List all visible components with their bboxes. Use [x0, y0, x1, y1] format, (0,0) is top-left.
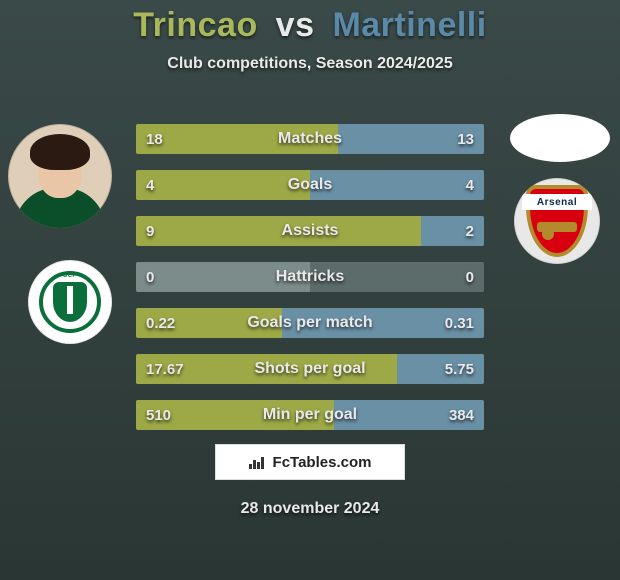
stat-value-left: 9 [136, 216, 164, 246]
brand-text: FcTables.com [273, 454, 372, 471]
stat-value-right: 13 [447, 124, 484, 154]
title-vs: vs [276, 6, 315, 44]
stat-value-right: 0 [456, 262, 484, 292]
player1-club-crest: SCP [28, 260, 112, 344]
player2-club-crest: Arsenal [514, 178, 600, 264]
brand-chart-icon [249, 455, 267, 469]
stats-container: Matches1813Goals44Assists92Hattricks00Go… [136, 124, 484, 446]
stat-row: Min per goal510384 [136, 400, 484, 430]
player1-club-code: SCP [63, 273, 77, 279]
stat-row: Goals44 [136, 170, 484, 200]
stat-value-right: 2 [456, 216, 484, 246]
stat-row: Matches1813 [136, 124, 484, 154]
stat-value-left: 0.22 [136, 308, 185, 338]
player2-club-label: Arsenal [522, 194, 592, 210]
stat-value-right: 4 [456, 170, 484, 200]
stat-row: Goals per match0.220.31 [136, 308, 484, 338]
stat-row: Assists92 [136, 216, 484, 246]
comparison-title: Trincao vs Martinelli [0, 6, 620, 45]
player2-avatar [510, 114, 610, 162]
stat-value-left: 4 [136, 170, 164, 200]
stat-bar-left [136, 216, 421, 246]
stat-value-right: 384 [439, 400, 484, 430]
stat-row: Hattricks00 [136, 262, 484, 292]
player1-name: Trincao [133, 6, 257, 44]
brand-badge: FcTables.com [215, 444, 405, 480]
stat-value-left: 18 [136, 124, 173, 154]
subtitle: Club competitions, Season 2024/2025 [0, 55, 620, 73]
stat-value-right: 0.31 [435, 308, 484, 338]
stat-row: Shots per goal17.675.75 [136, 354, 484, 384]
player2-name: Martinelli [332, 6, 486, 44]
stat-value-left: 510 [136, 400, 181, 430]
date-label: 28 november 2024 [241, 500, 380, 518]
player1-avatar [8, 124, 112, 228]
stat-value-left: 17.67 [136, 354, 194, 384]
card: Trincao vs Martinelli Club competitions,… [0, 0, 620, 580]
stat-value-left: 0 [136, 262, 164, 292]
stat-value-right: 5.75 [435, 354, 484, 384]
